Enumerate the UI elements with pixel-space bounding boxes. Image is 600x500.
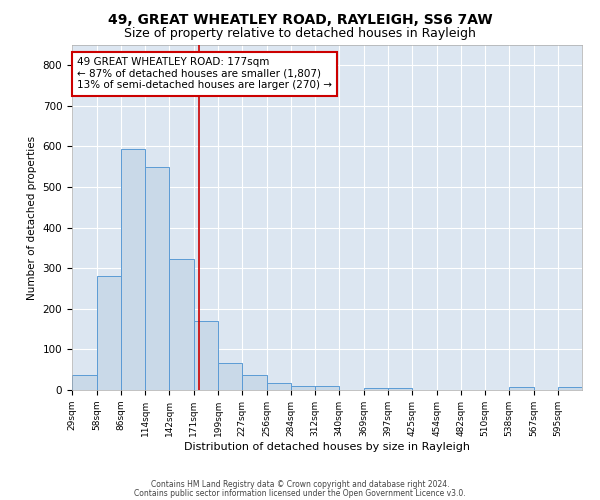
X-axis label: Distribution of detached houses by size in Rayleigh: Distribution of detached houses by size … [184,442,470,452]
Text: Contains public sector information licensed under the Open Government Licence v3: Contains public sector information licen… [134,488,466,498]
Bar [291,386,315,390]
Y-axis label: Number of detached properties: Number of detached properties [27,136,37,300]
Bar [558,387,582,390]
Bar [364,388,388,390]
Bar [218,363,242,390]
Bar [169,260,194,390]
Bar [72,375,97,390]
Bar [315,386,339,390]
Text: 49 GREAT WHEATLEY ROAD: 177sqm
← 87% of detached houses are smaller (1,807)
13% : 49 GREAT WHEATLEY ROAD: 177sqm ← 87% of … [77,57,332,90]
Bar [509,387,534,390]
Bar [145,167,169,390]
Text: Size of property relative to detached houses in Rayleigh: Size of property relative to detached ho… [124,28,476,40]
Bar [267,382,291,390]
Text: 49, GREAT WHEATLEY ROAD, RAYLEIGH, SS6 7AW: 49, GREAT WHEATLEY ROAD, RAYLEIGH, SS6 7… [107,12,493,26]
Bar [121,148,145,390]
Bar [97,276,121,390]
Bar [242,375,267,390]
Bar [194,321,218,390]
Text: Contains HM Land Registry data © Crown copyright and database right 2024.: Contains HM Land Registry data © Crown c… [151,480,449,489]
Bar [388,388,412,390]
